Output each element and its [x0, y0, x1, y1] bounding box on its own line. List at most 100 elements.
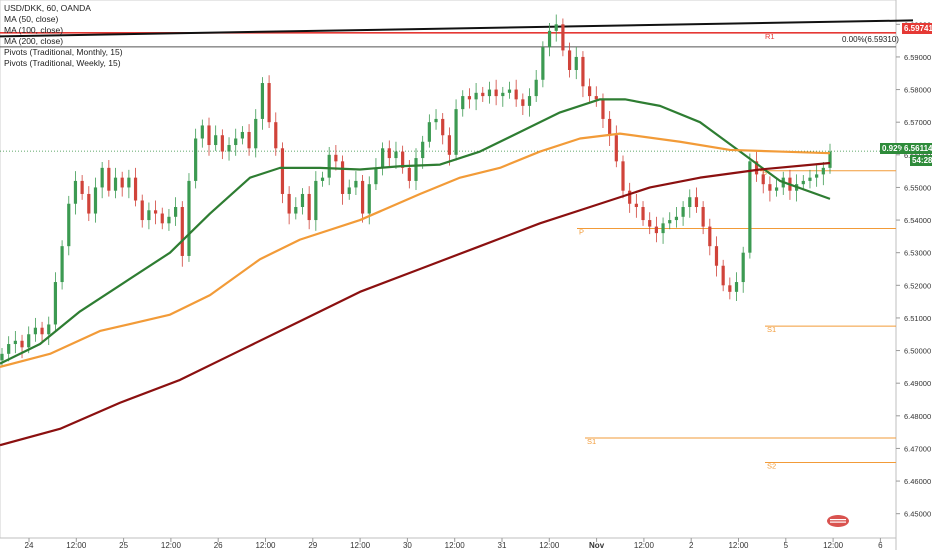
legend-pivots-monthly[interactable]: Pivots (Traditional, Monthly, 15) — [4, 47, 123, 57]
ma100-line — [0, 132, 831, 368]
pivot-label: S1 — [587, 437, 596, 446]
candle-body — [40, 327, 44, 335]
candle-body — [534, 79, 538, 97]
pivot-label: P — [579, 228, 584, 237]
candle-body — [180, 207, 184, 256]
legend: USD/DKK, 60, OANDA MA (50, close) MA (10… — [4, 3, 123, 69]
price-tag: 6.56114 — [902, 143, 932, 154]
candle-body — [734, 282, 739, 292]
fib-label: 0.00%(6.59310) — [842, 35, 899, 44]
candle-body — [654, 226, 658, 234]
candle-body — [567, 50, 572, 70]
candle-body — [387, 148, 391, 159]
candle-body — [614, 135, 618, 162]
candle-body — [481, 92, 485, 97]
candle-body — [561, 24, 565, 51]
x-tick-label: 12:00 — [350, 541, 371, 550]
candle-body — [187, 180, 191, 256]
y-tick-label: 6.55000 — [904, 183, 931, 192]
x-tick-label: 6 — [878, 541, 883, 550]
candle-body — [214, 135, 218, 146]
candle-body — [13, 340, 17, 345]
candle-body — [507, 89, 512, 93]
countdown-tag: 54:28 — [910, 155, 932, 166]
candle-body — [287, 193, 291, 214]
y-tick-label: 6.59000 — [904, 53, 931, 62]
candle-body — [107, 167, 111, 191]
candle-body — [527, 96, 532, 106]
candle-body — [674, 216, 679, 221]
candle-body — [821, 167, 825, 175]
x-tick-label: 12:00 — [634, 541, 655, 550]
candle-body — [87, 193, 91, 214]
candle-body — [608, 118, 612, 136]
candle-body — [748, 161, 752, 253]
candle-body — [454, 109, 458, 155]
candle-body — [320, 177, 325, 181]
x-tick-label: 12:00 — [728, 541, 749, 550]
candle-body — [260, 83, 265, 119]
candle-body — [307, 193, 311, 221]
candle-body — [688, 197, 692, 208]
candle-body — [414, 158, 418, 181]
candle-body — [153, 210, 158, 214]
candle-body — [407, 167, 411, 181]
candle-body — [67, 203, 71, 247]
legend-ma100[interactable]: MA (100, close) — [4, 25, 64, 35]
x-tick-label: 31 — [498, 541, 507, 550]
candle-body — [294, 207, 298, 214]
candle-body — [20, 340, 24, 348]
candle-body — [815, 174, 819, 178]
candle-body — [761, 174, 765, 185]
candle-body — [93, 187, 98, 214]
candle-body — [127, 177, 131, 188]
candle-body — [113, 177, 118, 191]
candle-body — [360, 180, 365, 214]
y-tick-label: 6.54000 — [904, 216, 931, 225]
y-tick-label: 6.52000 — [904, 281, 931, 290]
pivot-label: S1 — [767, 325, 776, 334]
candle-body — [474, 92, 478, 100]
y-tick-label: 6.45000 — [904, 510, 931, 519]
candle-body — [641, 207, 645, 221]
candle-body — [681, 207, 685, 217]
trendline — [0, 19, 914, 38]
candle-body — [314, 180, 318, 221]
candle-body — [547, 30, 552, 48]
y-tick-label: 6.58000 — [904, 86, 931, 95]
candle-body — [133, 177, 138, 201]
candle-body — [27, 334, 31, 348]
x-tick-label: 29 — [308, 541, 317, 550]
candle-body — [53, 282, 58, 325]
candle-body — [514, 89, 518, 100]
change-tag: 0.92% — [880, 143, 907, 154]
y-tick-label: 6.46000 — [904, 477, 931, 486]
candle-body — [0, 353, 4, 361]
candle-body — [240, 131, 244, 139]
candle-body — [207, 125, 211, 146]
candle-body — [588, 86, 592, 97]
candle-body — [668, 220, 672, 224]
candle-body — [394, 151, 398, 159]
candle-body — [541, 47, 545, 80]
legend-pivots-weekly[interactable]: Pivots (Traditional, Weekly, 15) — [4, 58, 121, 68]
candle-body — [220, 135, 224, 152]
x-tick-label: 12:00 — [255, 541, 276, 550]
candle-body — [234, 138, 238, 146]
candle-body — [661, 223, 665, 234]
x-tick-label: 2 — [689, 541, 694, 550]
legend-ma200[interactable]: MA (200, close) — [4, 36, 64, 46]
tradingview-logo — [826, 512, 850, 528]
candle-body — [421, 141, 425, 159]
candle-body — [554, 24, 558, 31]
x-tick-label: 5 — [784, 541, 789, 550]
ma200-line — [0, 161, 831, 447]
candle-body — [227, 145, 231, 152]
x-tick-label: 12:00 — [445, 541, 466, 550]
pivot-label: R1 — [765, 32, 775, 41]
candle-body — [581, 56, 585, 87]
legend-ma50[interactable]: MA (50, close) — [4, 14, 59, 24]
candle-body — [487, 89, 492, 97]
